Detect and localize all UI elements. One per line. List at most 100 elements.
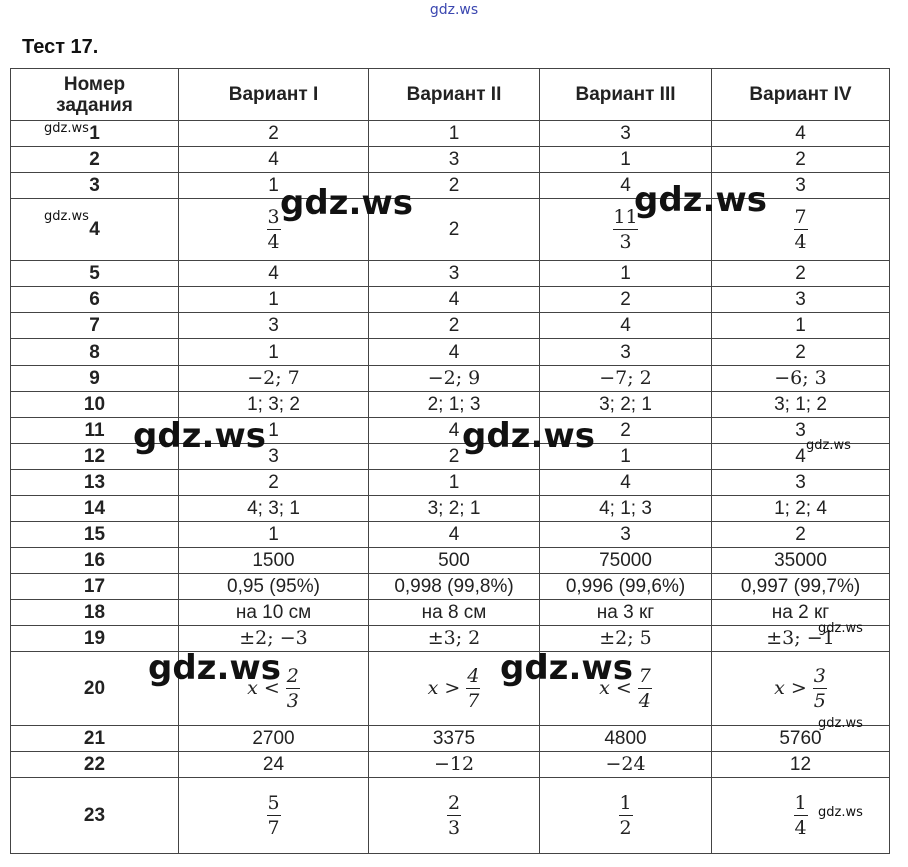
- answer-cell: 2700: [178, 725, 369, 752]
- answer-cell: 11 3: [539, 198, 712, 261]
- inequality: x >3 5: [774, 665, 827, 712]
- answer-cell: 24: [178, 751, 369, 778]
- answer-cell: 500: [368, 547, 540, 574]
- answer-cell: 3: [539, 338, 712, 366]
- answer-cell: 4: [539, 469, 712, 496]
- fraction-denominator: 7: [267, 817, 280, 839]
- answer-cell: 3: [711, 469, 890, 496]
- fraction-denominator: 5: [813, 690, 826, 712]
- answer-cell: 1: [178, 417, 369, 444]
- table-row: 17 0,95 (95%) 0,998 (99,8%) 0,996 (99,6%) 0,…: [10, 573, 890, 600]
- fraction-numerator: 2: [447, 792, 461, 814]
- answer-cell: 1: [539, 260, 712, 287]
- task-number: 2: [10, 146, 179, 173]
- fraction-bar: [793, 815, 808, 816]
- header-variant-4: Вариант IV: [711, 68, 890, 121]
- inequality-operator: >: [790, 677, 807, 699]
- fraction-bar: [812, 688, 827, 689]
- answer-cell: 1: [539, 443, 712, 470]
- inequality-variable: x: [774, 677, 785, 699]
- inequality-operator: <: [615, 677, 632, 699]
- answer-cell: 2: [711, 338, 890, 366]
- table-row: 20 x <2 3 x >4 7 x <7 4 x >3 5: [10, 651, 890, 726]
- answer-cell: 3: [178, 312, 369, 339]
- fraction: 11 3: [613, 206, 638, 253]
- header-variant-1: Вариант I: [178, 68, 369, 121]
- answer-cell: 0,998 (99,8%): [368, 573, 540, 600]
- answer-cell: 4: [711, 120, 890, 147]
- fraction-bar: [447, 815, 461, 816]
- task-number: 19: [10, 625, 179, 652]
- inequality-variable: x: [599, 677, 610, 699]
- site-label[interactable]: gdz.ws: [429, 2, 479, 18]
- fraction-bar: [466, 688, 481, 689]
- fraction-bar: [618, 815, 633, 816]
- task-number: 17: [10, 573, 179, 600]
- fraction-numerator: 3: [813, 665, 826, 687]
- task-number: 13: [10, 469, 179, 496]
- table-row: 21 2700 3375 4800 5760: [10, 725, 890, 752]
- fraction-numerator: 1: [619, 792, 632, 814]
- task-number: 3: [10, 172, 179, 199]
- table-row: 22 24 −12 −24 12: [10, 751, 890, 778]
- answer-cell: 4; 1; 3: [539, 495, 712, 522]
- answer-cell: 12: [711, 751, 890, 778]
- answer-cell: 1: [539, 146, 712, 173]
- answer-cell: 3375: [368, 725, 540, 752]
- answer-cell: −2; 9: [368, 365, 540, 392]
- task-number: 1: [10, 120, 179, 147]
- answer-cell: −24: [539, 751, 712, 778]
- answer-cell: ±2; −3: [178, 625, 369, 652]
- answer-cell: 3: [178, 443, 369, 470]
- fraction-numerator: 3: [267, 206, 280, 228]
- fraction-denominator: 3: [286, 690, 299, 712]
- answer-cell: x <2 3: [178, 651, 369, 726]
- fraction-denominator: 3: [447, 817, 461, 839]
- task-number: 15: [10, 521, 179, 548]
- answer-cell: 1: [368, 120, 540, 147]
- task-number: 20: [10, 651, 179, 726]
- fraction-numerator: 7: [638, 665, 651, 687]
- inequality-operator: <: [263, 677, 280, 699]
- fraction-numerator: 4: [467, 665, 480, 687]
- task-number: 6: [10, 286, 179, 313]
- table-row: 12 3 2 1 4: [10, 443, 890, 470]
- answer-cell: 0,95 (95%): [178, 573, 369, 600]
- table-row: 16 1500 500 75000 35000: [10, 547, 890, 574]
- fraction-denominator: 4: [794, 817, 807, 839]
- task-number: 23: [10, 777, 179, 854]
- inequality: x <7 4: [599, 665, 652, 712]
- fraction-bar: [266, 229, 281, 230]
- task-number: 16: [10, 547, 179, 574]
- answer-cell: 2; 1; 3: [368, 391, 540, 418]
- header-variant-3: Вариант III: [539, 68, 712, 121]
- answer-cell: ±2; 5: [539, 625, 712, 652]
- table-row: 13 2 1 4 3: [10, 469, 890, 496]
- answer-cell: 4: [178, 260, 369, 287]
- fraction-denominator: 4: [267, 231, 280, 253]
- answer-cell: 2: [178, 120, 369, 147]
- answer-cell: 4: [178, 146, 369, 173]
- answer-cell: 4: [368, 338, 540, 366]
- answer-cell: 2: [711, 146, 890, 173]
- answer-cell: 4; 3; 1: [178, 495, 369, 522]
- table-row: 23 5 7 2 3 1 2 1 4: [10, 777, 890, 854]
- answer-cell: 2: [711, 260, 890, 287]
- table-row: 15 1 4 3 2: [10, 521, 890, 548]
- answer-cell: 3; 1; 2: [711, 391, 890, 418]
- answer-cell: 3: [368, 146, 540, 173]
- answer-cell: 1: [711, 312, 890, 339]
- answer-cell: 1; 2; 4: [711, 495, 890, 522]
- answer-cell: 4800: [539, 725, 712, 752]
- answer-cell: 4: [711, 443, 890, 470]
